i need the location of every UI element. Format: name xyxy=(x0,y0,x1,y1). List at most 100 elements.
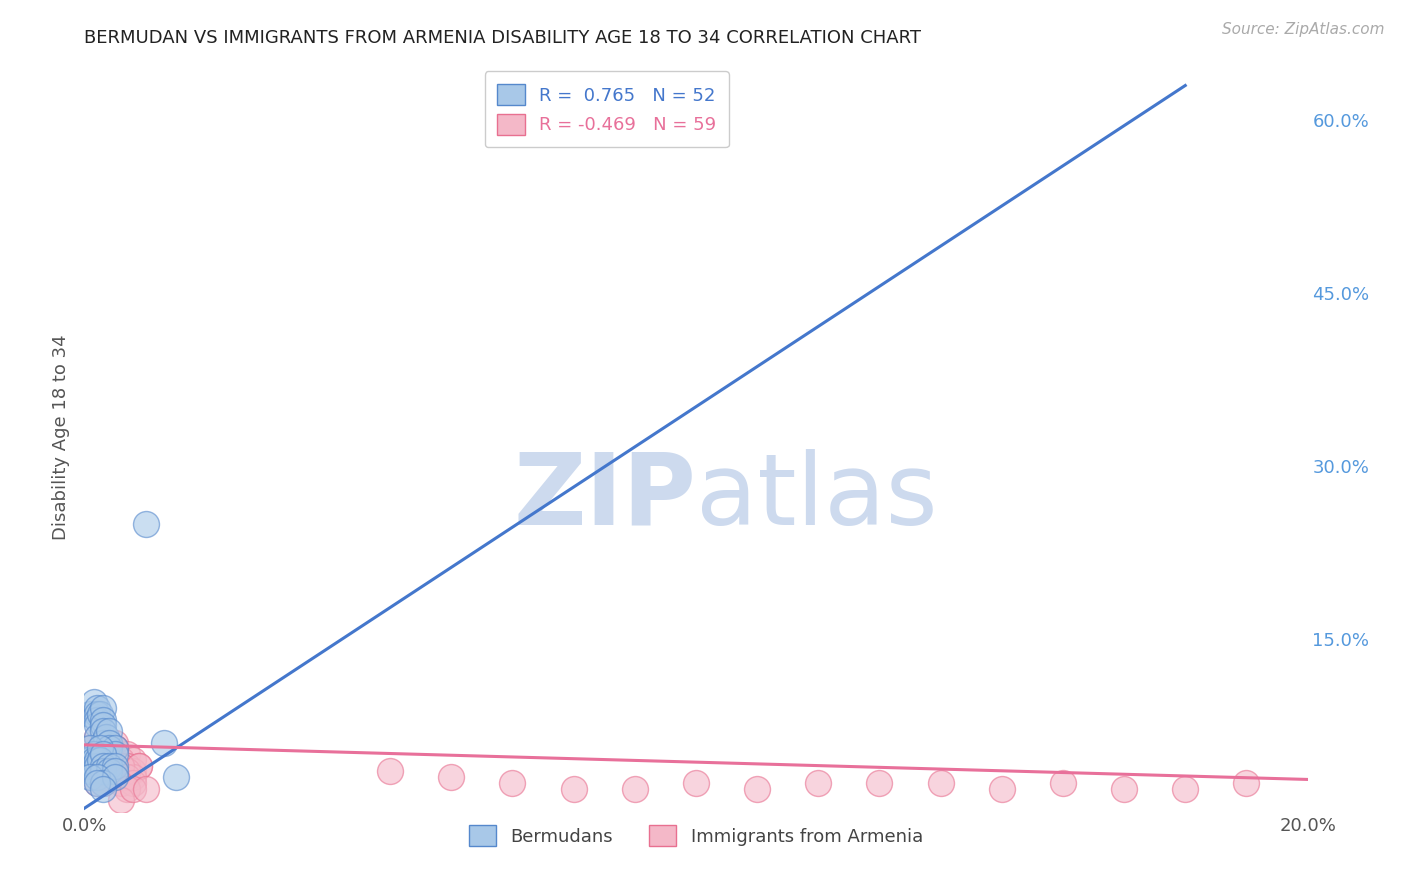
Point xyxy=(153,735,176,749)
Point xyxy=(77,753,100,767)
Point xyxy=(115,764,138,779)
Point xyxy=(1114,781,1136,796)
Point xyxy=(89,753,111,767)
Point xyxy=(110,764,132,779)
Point xyxy=(122,764,145,779)
Point xyxy=(135,781,157,796)
Point xyxy=(165,770,187,784)
Point xyxy=(79,770,101,784)
Point xyxy=(1236,776,1258,790)
Point xyxy=(91,747,114,761)
Point xyxy=(97,770,120,784)
Point xyxy=(97,753,120,767)
Point xyxy=(89,706,111,721)
Point xyxy=(110,753,132,767)
Point xyxy=(104,770,127,784)
Point xyxy=(83,753,105,767)
Point xyxy=(83,758,105,772)
Point xyxy=(97,735,120,749)
Point xyxy=(86,718,108,732)
Point xyxy=(97,758,120,772)
Point xyxy=(79,758,101,772)
Point xyxy=(83,695,105,709)
Point xyxy=(110,793,132,807)
Point xyxy=(79,753,101,767)
Point xyxy=(89,741,111,756)
Point xyxy=(110,758,132,772)
Point xyxy=(86,753,108,767)
Point xyxy=(79,741,101,756)
Point xyxy=(91,735,114,749)
Point xyxy=(110,776,132,790)
Point xyxy=(97,764,120,779)
Point xyxy=(440,770,463,784)
Point xyxy=(122,753,145,767)
Point xyxy=(86,776,108,790)
Point xyxy=(91,753,114,767)
Point xyxy=(624,781,647,796)
Point xyxy=(91,747,114,761)
Point xyxy=(104,735,127,749)
Point xyxy=(97,764,120,779)
Text: BERMUDAN VS IMMIGRANTS FROM ARMENIA DISABILITY AGE 18 TO 34 CORRELATION CHART: BERMUDAN VS IMMIGRANTS FROM ARMENIA DISA… xyxy=(84,29,921,47)
Point xyxy=(110,753,132,767)
Point xyxy=(128,758,150,772)
Point xyxy=(91,713,114,727)
Point xyxy=(91,764,114,779)
Point xyxy=(104,758,127,772)
Point xyxy=(502,776,524,790)
Point xyxy=(685,776,707,790)
Y-axis label: Disability Age 18 to 34: Disability Age 18 to 34 xyxy=(52,334,70,540)
Point xyxy=(97,724,120,739)
Point xyxy=(91,724,114,739)
Point xyxy=(97,741,120,756)
Point xyxy=(97,753,120,767)
Point xyxy=(104,770,127,784)
Point xyxy=(91,776,114,790)
Point xyxy=(91,735,114,749)
Point xyxy=(104,758,127,772)
Point xyxy=(747,781,769,796)
Point xyxy=(79,764,101,779)
Point xyxy=(91,741,114,756)
Point xyxy=(104,741,127,756)
Point xyxy=(122,770,145,784)
Point xyxy=(97,741,120,756)
Point xyxy=(380,764,402,779)
Point xyxy=(86,758,108,772)
Point xyxy=(122,776,145,790)
Point xyxy=(91,758,114,772)
Point xyxy=(869,776,891,790)
Point xyxy=(86,730,108,744)
Point xyxy=(991,781,1014,796)
Point xyxy=(91,781,114,796)
Point xyxy=(110,758,132,772)
Point xyxy=(86,706,108,721)
Point xyxy=(91,701,114,715)
Point xyxy=(86,713,108,727)
Point xyxy=(104,741,127,756)
Point xyxy=(76,753,98,767)
Point xyxy=(91,764,114,779)
Point xyxy=(91,764,114,779)
Point xyxy=(104,747,127,761)
Text: Source: ZipAtlas.com: Source: ZipAtlas.com xyxy=(1222,22,1385,37)
Point xyxy=(115,758,138,772)
Point xyxy=(1174,781,1197,796)
Point xyxy=(91,718,114,732)
Point xyxy=(86,776,108,790)
Point xyxy=(76,758,98,772)
Point xyxy=(94,730,117,744)
Point xyxy=(83,747,105,761)
Point xyxy=(562,781,585,796)
Point xyxy=(97,758,120,772)
Point xyxy=(110,753,132,767)
Point xyxy=(86,730,108,744)
Point xyxy=(115,758,138,772)
Point xyxy=(86,701,108,715)
Point xyxy=(135,516,157,531)
Point xyxy=(115,747,138,761)
Point xyxy=(91,776,114,790)
Point xyxy=(122,781,145,796)
Point xyxy=(104,764,127,779)
